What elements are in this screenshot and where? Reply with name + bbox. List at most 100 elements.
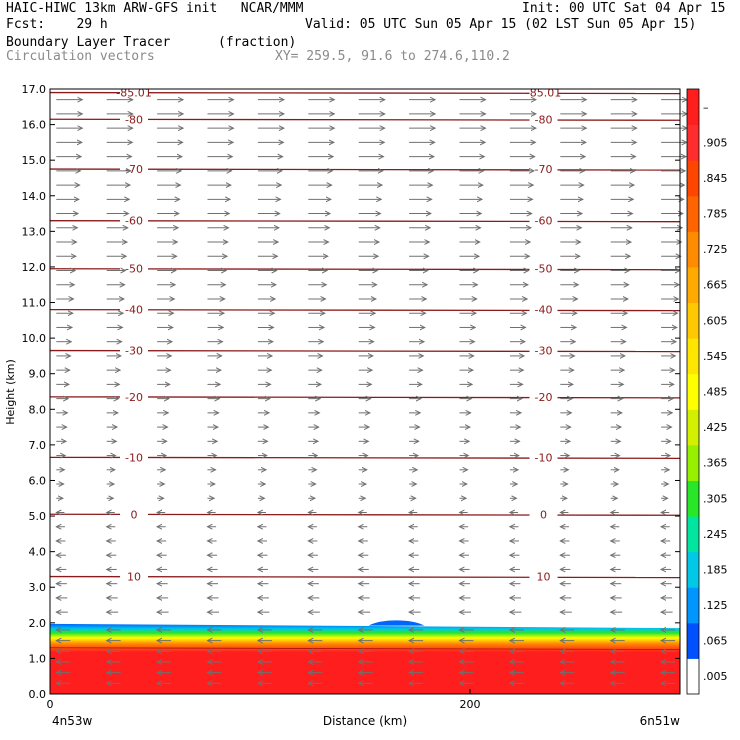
y-tick-label: 13.0: [22, 225, 47, 238]
y-tick-label: 9.0: [29, 368, 47, 381]
y-tick-label: 14.0: [22, 190, 47, 203]
isotherm-label: 0: [540, 508, 547, 521]
temperature-isotherms: 10 10 0 0 -10 -10 -20 -20 -30 -30 -40 -40 -50 -50 -60 -…: [49, 86, 681, 584]
isotherm-label: -60: [535, 215, 553, 228]
colorbar-swatch: [687, 124, 699, 161]
isotherm-label-bg: [120, 508, 148, 521]
isotherm-label: -40: [125, 304, 143, 317]
isotherm-label-bg: [529, 214, 558, 227]
y-tick-label: 5.0: [29, 510, 47, 523]
colorbar-label: .005: [703, 670, 728, 683]
isotherm-label-bg: [529, 163, 558, 176]
isotherm-label: 10: [127, 571, 141, 584]
isotherm-line: [49, 575, 681, 579]
colorbar-swatch: [687, 195, 699, 232]
y-tick-label: 2.0: [29, 617, 47, 630]
colorbar-swatch: [687, 409, 699, 446]
y-tick-label: 3.0: [29, 581, 47, 594]
colorbar-label: .545: [703, 350, 728, 363]
colorbar-label: .665: [703, 279, 728, 292]
isotherm-label: -30: [125, 345, 143, 358]
forecast-hour: Fcst: 29 h: [6, 17, 108, 32]
isotherm-label: -60: [125, 215, 143, 228]
y-tick-label: 16.0: [22, 119, 47, 132]
isotherm-label-bg: [120, 214, 148, 227]
colorbar-frame: [686, 88, 700, 695]
colorbar-swatch: [687, 587, 699, 624]
x-tick-label: 200: [460, 698, 481, 711]
colorbar-label: .065: [703, 635, 728, 648]
isotherm-label-bg: [120, 451, 148, 464]
isotherm-label-bg: [120, 390, 148, 403]
isotherm-label: 0: [131, 508, 138, 521]
isotherm-label: -70: [535, 163, 553, 176]
y-tick-label: 0.0: [29, 688, 47, 701]
colorbar-swatch: [687, 516, 699, 553]
colorbar-swatch: [687, 480, 699, 517]
isotherm-label-bg: [120, 570, 148, 583]
circulation-vectors: [56, 100, 687, 684]
isotherm-label-bg: [120, 113, 148, 126]
y-tick-label: 15.0: [22, 154, 47, 167]
isotherm-label-bg: [529, 344, 558, 357]
isotherm-line: [49, 513, 681, 516]
colorbar-swatch: [687, 89, 699, 126]
plot-frame: [49, 88, 681, 695]
colorbar-swatch: [687, 551, 699, 588]
isotherm-line: [49, 220, 681, 223]
isotherm-label-bg: [529, 303, 558, 316]
y-tick-label: 10.0: [22, 332, 47, 345]
isotherm-label: -80: [125, 113, 143, 126]
isotherm-label: -50: [125, 263, 143, 276]
colorbar-label: .725: [703, 243, 728, 256]
colorbar-swatch: [687, 373, 699, 410]
isotherm-line: [49, 118, 681, 121]
y-tick-label: 6.0: [29, 474, 47, 487]
colorbar: .005 .065 .125 .185 .245 .305 .365 .425 .485 .545…: [686, 88, 728, 695]
isotherm-label-bg: [120, 262, 148, 275]
field-units: (fraction): [218, 35, 297, 50]
colorbar-swatch: [687, 338, 699, 375]
isotherm-label: -40: [535, 304, 553, 317]
x-axis: 0 200: [47, 689, 481, 711]
field-name: Boundary Layer Tracer: [6, 35, 171, 50]
isotherm-line: [49, 91, 681, 95]
colorbar-swatch: [687, 231, 699, 268]
isotherm-label-bg: [529, 390, 558, 403]
colorbar-swatch: [687, 266, 699, 304]
colorbar-swatch: [687, 622, 699, 659]
vector-field-name: Circulation vectors: [6, 49, 155, 64]
isotherm-label-bg: [120, 86, 148, 99]
x-right-endpoint-label: 6n51w: [640, 714, 681, 728]
colorbar-swatch: [687, 658, 699, 695]
x-left-endpoint-label: 4n53w: [52, 714, 93, 728]
colorbar-label: .485: [703, 386, 728, 399]
y-tick-label: 4.0: [29, 546, 47, 559]
init-time: Init: 00 UTC Sat 04 Apr 15: [522, 1, 726, 16]
y-tick-label: 17.0: [22, 83, 47, 96]
y-tick-label: 7.0: [29, 439, 47, 452]
isotherm-label: -85.01: [526, 87, 561, 100]
isotherm-label-bg: [120, 344, 148, 357]
colorbar-label: .125: [703, 599, 728, 612]
isotherm-label: -10: [125, 451, 143, 464]
isotherm-label: -10: [535, 451, 553, 464]
isotherm-label-bg: [529, 262, 558, 275]
y-tick-label: 11.0: [22, 297, 47, 310]
colorbar-swatch: [687, 444, 699, 481]
valid-time: Valid: 05 UTC Sun 05 Apr 15 (02 LST Sun …: [305, 17, 697, 32]
isotherm-label: -20: [125, 391, 143, 404]
x-tick-label: 0: [47, 698, 54, 711]
y-tick-label: 8.0: [29, 403, 47, 416]
colorbar-label: .305: [703, 492, 728, 505]
colorbar-label: .605: [703, 314, 728, 327]
colorbar-swatch: [687, 160, 699, 197]
boundary-layer-bump: [368, 620, 425, 626]
colorbar-label: .365: [703, 457, 728, 470]
isotherm-label: -30: [535, 345, 553, 358]
isotherm-line: [49, 168, 681, 171]
y-tick-label: 1.0: [29, 652, 47, 665]
isotherm-label-bg: [529, 451, 558, 464]
isotherm-label-bg: [529, 86, 558, 99]
